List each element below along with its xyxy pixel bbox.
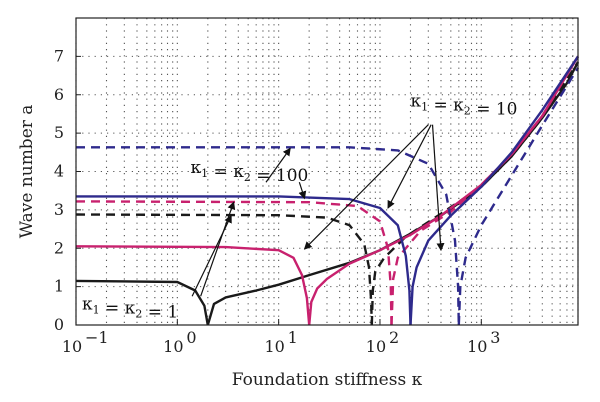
x-tick-label: 10 <box>62 337 82 356</box>
x-tick-label: 10 <box>366 337 386 356</box>
annotation-arrow-k10-0 <box>303 124 429 250</box>
y-tick-label: 0 <box>54 315 64 334</box>
series-line-6 <box>75 200 393 326</box>
x-tick-label: 10 <box>467 337 487 356</box>
x-tick-label: 10 <box>264 337 284 356</box>
annotation-arrow-k100-1 <box>298 182 307 200</box>
y-tick-label: 5 <box>54 123 64 142</box>
annotation-arrow-k10-2 <box>431 124 445 252</box>
y-tick-label: 3 <box>54 200 64 219</box>
annotation-label-k10: κ1 = κ2 = 10 <box>410 91 517 119</box>
x-tick-label: 10 <box>163 337 183 356</box>
x-tick-exponent: 3 <box>490 328 500 347</box>
y-tick-label: 2 <box>54 238 64 257</box>
annotation-arrow-k10-1 <box>387 124 432 209</box>
y-tick-label: 6 <box>54 85 64 104</box>
x-axis-label: Foundation stiffness κ <box>232 370 423 390</box>
y-tick-label: 1 <box>54 277 64 296</box>
series-group <box>75 55 580 326</box>
series-line-4 <box>75 245 311 326</box>
annotation-arrow-k100-0 <box>265 147 291 183</box>
annotation-arrow-k1-1 <box>200 201 236 297</box>
series-line-11 <box>457 67 580 326</box>
y-tick-label: 7 <box>54 46 64 65</box>
y-tick-label: 4 <box>54 162 64 181</box>
annotation-label-k1: κ1 = κ2 = 1 <box>82 295 178 323</box>
x-tick-exponent: −1 <box>85 328 109 347</box>
annotation-label-k100: κ1 = κ2 = 100 <box>191 158 309 186</box>
y-axis-label: Wave number a <box>17 105 37 239</box>
annotations: κ1 = κ2 = 100 κ1 = κ2 = 10 κ1 = κ2 = 1 <box>82 91 517 322</box>
series-line-2 <box>75 213 373 326</box>
series-line-7 <box>390 55 580 326</box>
x-tick-exponent: 2 <box>389 328 399 347</box>
x-tick-exponent: 1 <box>288 328 298 347</box>
series-line-8 <box>76 195 412 326</box>
x-tick-exponent: 0 <box>186 328 196 347</box>
